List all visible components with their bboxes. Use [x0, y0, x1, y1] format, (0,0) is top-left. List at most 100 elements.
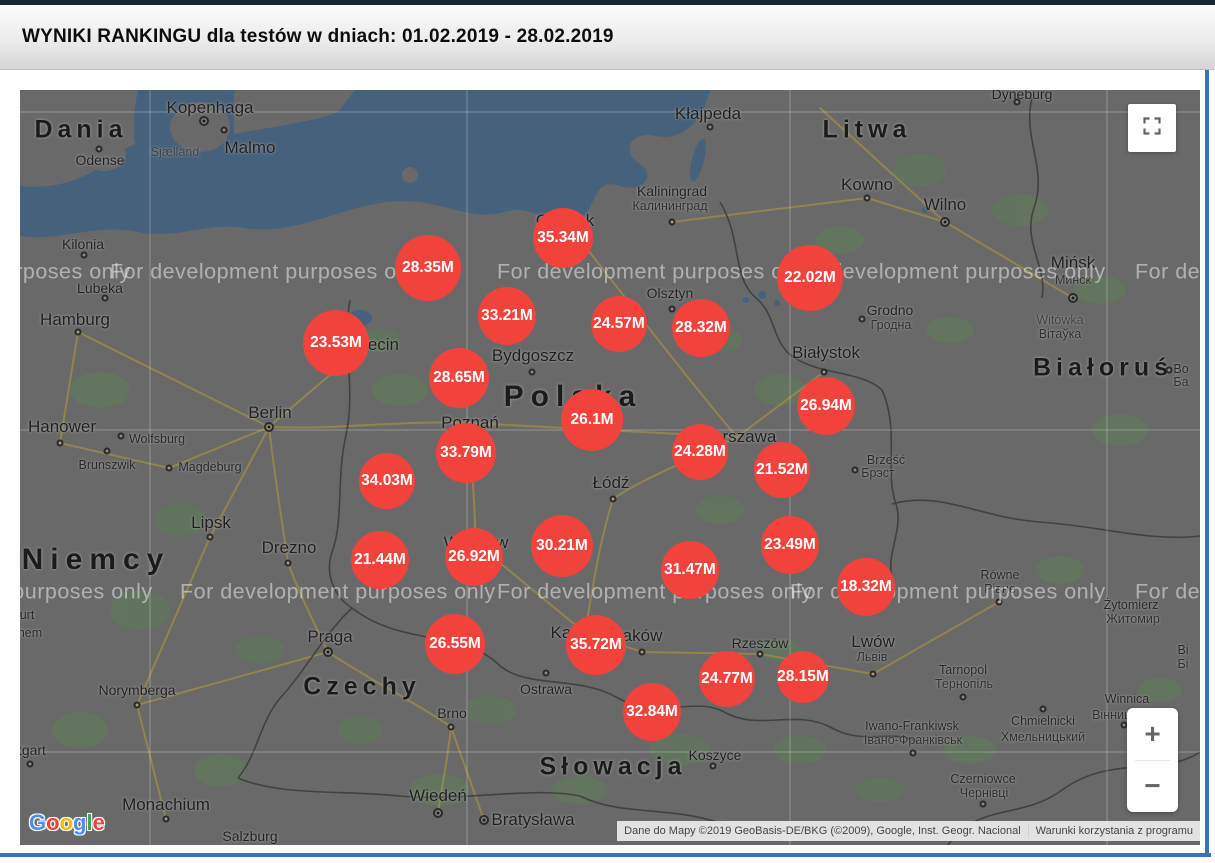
map-label: Ба — [1173, 375, 1189, 389]
map-label: Witówka — [1036, 313, 1084, 327]
cluster-marker[interactable]: 26.94M — [797, 377, 855, 435]
cluster-marker[interactable]: 28.15M — [777, 651, 829, 703]
cluster-marker[interactable]: 35.34M — [533, 208, 593, 268]
google-logo-letter: G — [29, 810, 47, 835]
city-dot — [95, 145, 103, 153]
city-dot — [756, 650, 764, 658]
city-dot — [959, 693, 967, 701]
map-label: hem — [20, 626, 43, 640]
city-dot — [1039, 705, 1047, 713]
map-label: Kowno — [841, 175, 893, 194]
map-label: Norymberga — [98, 682, 176, 698]
map-label: Тернопіль — [934, 677, 994, 691]
zoom-out-button[interactable]: − — [1144, 770, 1161, 802]
map-label: Hamburg — [40, 310, 110, 329]
map-label: Kopenhaga — [166, 98, 254, 117]
map-overlay: For development purposes only For develop… — [20, 90, 1200, 845]
map-label: ttgart — [20, 742, 46, 758]
map-label: Drezno — [261, 538, 317, 557]
city-dot — [542, 669, 550, 677]
google-map[interactable]: For development purposes only For develop… — [20, 90, 1200, 845]
map-label: Hanower — [27, 417, 97, 436]
cluster-marker[interactable]: 24.77M — [699, 651, 755, 707]
city-dot — [1068, 293, 1078, 303]
cluster-marker[interactable]: 34.03M — [359, 453, 415, 509]
map-label: Dania — [34, 115, 128, 144]
city-dot — [1165, 366, 1173, 374]
header: WYNIKI RANKINGU dla testów w dniach: 01.… — [0, 5, 1215, 70]
cluster-marker[interactable]: 22.02M — [777, 245, 843, 311]
city-dot — [869, 670, 877, 678]
map-label: Białystok — [791, 343, 861, 362]
map-label: Wolfsburg — [128, 432, 186, 446]
cluster-marker[interactable]: 26.55M — [425, 614, 485, 674]
map-terrain — [20, 90, 1200, 845]
cluster-marker[interactable]: 32.84M — [623, 683, 681, 741]
city-dot — [638, 648, 646, 656]
city-dot — [264, 422, 274, 432]
city-dot — [284, 559, 292, 567]
city-dot — [909, 749, 917, 757]
map-label: Бі — [1177, 657, 1189, 671]
city-dot — [117, 432, 125, 440]
city-dot — [851, 466, 859, 474]
development-watermark: For development purposes only — [1135, 579, 1200, 604]
city-dot — [820, 368, 828, 376]
development-watermark: For development purposes only — [1135, 259, 1200, 284]
map-label: Łódź — [592, 473, 630, 492]
google-logo[interactable]: Google — [29, 810, 105, 836]
city-dot — [103, 447, 111, 455]
city-dot — [479, 815, 489, 825]
map-label: Dyneburg — [991, 90, 1053, 102]
map-label: Kaliningrad — [636, 183, 708, 199]
fullscreen-button[interactable] — [1128, 104, 1176, 152]
cluster-marker[interactable]: 18.32M — [837, 558, 895, 616]
cluster-marker[interactable]: 21.44M — [351, 531, 409, 589]
page-title: WYNIKI RANKINGU dla testów w dniach: 01.… — [22, 26, 614, 47]
map-label: Praga — [307, 627, 353, 646]
cluster-marker[interactable]: 23.49M — [761, 516, 819, 574]
cluster-marker[interactable]: 28.35M — [395, 235, 461, 301]
city-dot — [995, 598, 1003, 606]
cluster-marker[interactable]: 24.28M — [672, 424, 728, 480]
map-label: Malmo — [224, 138, 276, 157]
cluster-marker[interactable]: 30.21M — [531, 515, 593, 577]
map-label: Wilno — [923, 195, 967, 214]
cluster-marker[interactable]: 21.52M — [754, 442, 810, 498]
map-label: Вітаўка — [1038, 327, 1082, 341]
cluster-marker[interactable]: 35.72M — [566, 615, 626, 675]
city-dot — [706, 123, 714, 131]
map-label: Lipsk — [191, 513, 231, 532]
cluster-marker[interactable]: 24.57M — [591, 296, 647, 352]
city-dot — [206, 533, 214, 541]
zoom-in-button[interactable]: + — [1144, 717, 1161, 749]
map-label: Czerniowce — [950, 772, 1016, 786]
city-dot — [165, 464, 173, 472]
top-navy-bar — [0, 0, 1215, 5]
map-label: Lwów — [851, 632, 895, 651]
cluster-marker[interactable]: 33.79M — [436, 423, 496, 483]
map-label: Niemcy — [21, 543, 171, 576]
cluster-marker[interactable]: 33.21M — [478, 287, 536, 345]
city-dot — [323, 647, 333, 657]
map-label: Івано-Франківськ — [863, 733, 963, 747]
right-border-line — [1205, 70, 1209, 856]
cluster-marker[interactable]: 26.92M — [445, 528, 503, 586]
city-dot — [447, 723, 455, 731]
cluster-marker[interactable]: 28.65M — [429, 348, 489, 408]
zoom-divider — [1135, 759, 1170, 761]
city-dot — [609, 495, 617, 503]
map-label: Rzeszów — [731, 635, 789, 651]
map-label: Iwano-Frankiwsk — [865, 719, 959, 733]
map-label: Odense — [75, 152, 125, 168]
cluster-marker[interactable]: 31.47M — [661, 541, 719, 599]
city-dot — [940, 217, 950, 227]
cluster-marker[interactable]: 26.1M — [561, 389, 623, 451]
city-dot — [162, 815, 170, 823]
terms-link[interactable]: Warunki korzystania z programu — [1027, 825, 1200, 837]
cluster-marker[interactable]: 28.32M — [672, 299, 730, 357]
city-dot — [863, 194, 871, 202]
cluster-marker[interactable]: 23.53M — [303, 310, 369, 376]
map-label: Salzburg — [222, 828, 278, 844]
